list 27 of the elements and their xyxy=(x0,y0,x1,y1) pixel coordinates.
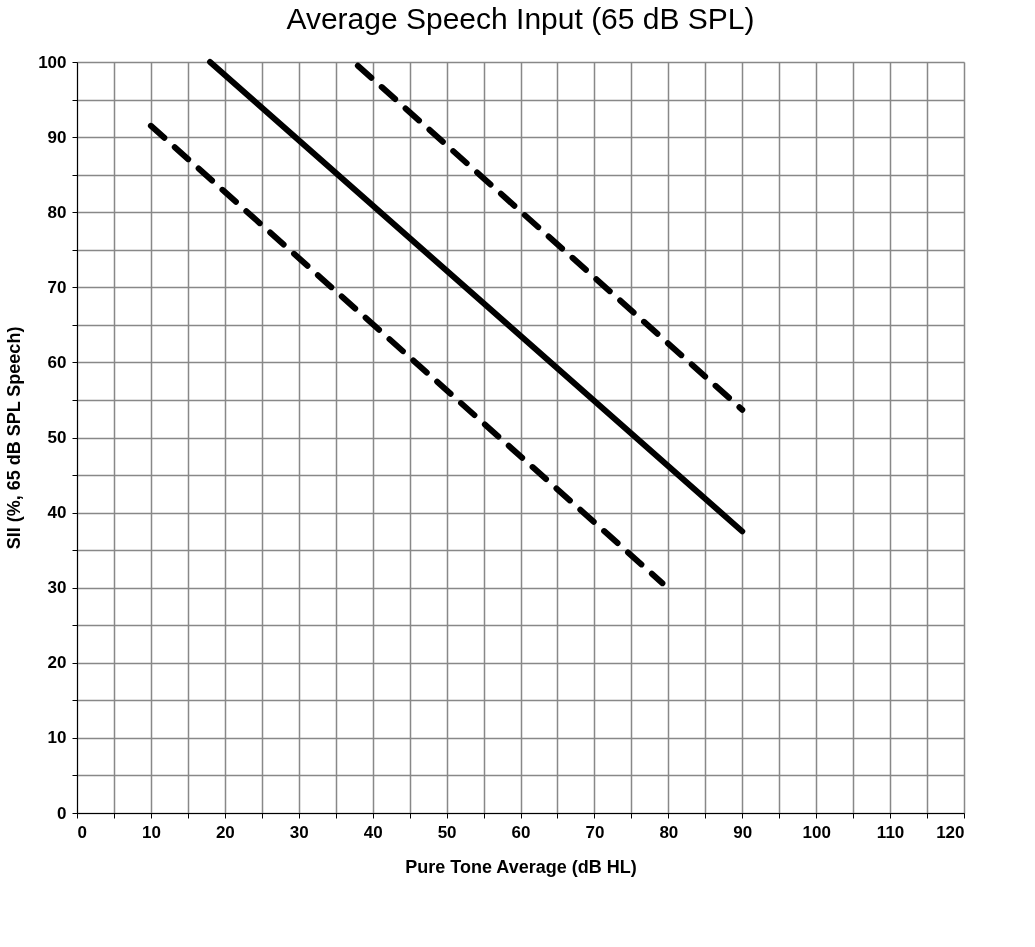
y-tick-label: 20 xyxy=(47,653,67,673)
y-tick-label: 40 xyxy=(47,503,67,523)
x-tick-label: 10 xyxy=(141,822,161,842)
y-tick-label: 90 xyxy=(47,127,67,147)
x-tick-label: 30 xyxy=(289,822,309,842)
chart-title: Average Speech Input (65 dB SPL) xyxy=(286,2,755,35)
x-tick-label: 60 xyxy=(511,822,531,842)
x-tick-label: 0 xyxy=(77,822,87,842)
x-tick-label: 90 xyxy=(733,822,753,842)
y-tick-label: 80 xyxy=(47,202,67,222)
x-axis-title: Pure Tone Average (dB HL) xyxy=(405,856,637,877)
y-tick-label: 30 xyxy=(47,578,67,598)
y-tick-label: 70 xyxy=(47,277,67,297)
y-axis-title: SII (%, 65 dB SPL Speech) xyxy=(4,326,25,550)
x-tick-label: 50 xyxy=(437,822,457,842)
x-tick-label: 110 xyxy=(876,822,905,842)
y-tick-label: 0 xyxy=(57,803,67,823)
y-tick-label: 10 xyxy=(47,728,67,748)
x-tick-label: 40 xyxy=(363,822,383,842)
y-tick-label: 60 xyxy=(47,352,67,372)
y-tick-label: 100 xyxy=(38,52,67,72)
x-tick-label: 70 xyxy=(585,822,605,842)
x-tick-label: 100 xyxy=(802,822,831,842)
y-tick-label: 50 xyxy=(47,428,67,447)
x-tick-label: 20 xyxy=(215,822,235,842)
x-tick-label: 120 xyxy=(936,822,965,842)
x-tick-label: 80 xyxy=(659,822,679,842)
